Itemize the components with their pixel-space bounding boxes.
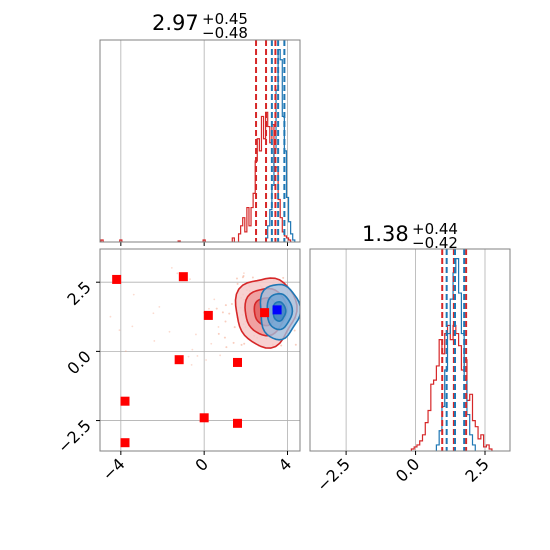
joint-sample-38 — [215, 307, 218, 310]
joint-marker-8 — [120, 438, 130, 448]
joint-sample-sparse-17 — [118, 329, 121, 332]
joint-sample-sparse-24 — [210, 342, 213, 345]
joint-ytick-label-0: −2.5 — [54, 416, 95, 457]
hist-y-xtick-label-1: 0.0 — [392, 454, 423, 485]
hist-y-xtick-label-2: 2.5 — [461, 454, 492, 485]
joint-xtick-label-1: 0 — [191, 454, 212, 475]
hist-y-x-ticks: −2.5 0.0 2.5 — [313, 451, 493, 495]
joint-sample-49 — [236, 282, 239, 285]
joint-sample-7 — [251, 276, 254, 279]
joint-sample-68 — [294, 343, 297, 346]
joint-sample-sparse-5 — [208, 307, 210, 310]
joint-sample-27 — [224, 320, 227, 323]
hist-y-title-value: 1.38 — [362, 222, 409, 246]
hist-x-grid — [120, 40, 288, 246]
joint-sample-65 — [303, 335, 305, 337]
joint-sample-sparse-27 — [109, 315, 112, 318]
joint-sample-sparse-12 — [243, 272, 245, 275]
joint-marker-10 — [272, 305, 282, 315]
hist-y-series-1 — [435, 258, 476, 451]
joint-sample-sparse-23 — [152, 312, 155, 315]
hist-x-series-1 — [265, 49, 296, 242]
joint-marker-6 — [199, 413, 209, 423]
hist-x-title-value: 2.97 — [152, 11, 199, 35]
joint-marker-4 — [233, 357, 242, 367]
joint-sample-sparse-18 — [170, 266, 173, 269]
hist-x-series-0 — [100, 111, 292, 242]
joint-sample-79 — [240, 343, 243, 346]
joint-marker-3 — [174, 355, 184, 365]
joint-sample-25 — [313, 284, 315, 286]
hist-y-title-lower: −0.42 — [412, 234, 458, 252]
joint-sample-sparse-11 — [176, 272, 179, 275]
joint-sample-60 — [241, 276, 244, 279]
hist-x-frame — [99, 39, 301, 243]
joint-sample-sparse-10 — [124, 350, 127, 353]
joint-sample-sparse-1 — [158, 306, 161, 308]
joint-sample-sparse-13 — [189, 278, 191, 281]
joint-frame — [99, 248, 301, 452]
joint-sample-sparse-21 — [191, 348, 194, 351]
joint-panel: −4 0 4 −2.5 0.0 2.5 — [54, 248, 315, 485]
joint-sample-11 — [293, 329, 296, 332]
hist-x-quantiles — [255, 40, 286, 242]
hist-x-title-upper: +0.45 — [202, 10, 248, 28]
hist-x-panel: 2.97 +0.45 −0.48 — [99, 10, 301, 246]
joint-sample-8 — [235, 277, 238, 280]
joint-sample-sparse-4 — [168, 330, 171, 333]
hist-x-title-lower: −0.48 — [202, 24, 248, 42]
joint-marker-0 — [112, 274, 122, 284]
hist-y-panel: −2.5 0.0 2.5 1.38 +0.44 −0.42 — [309, 220, 511, 495]
joint-sample-74 — [221, 311, 224, 314]
joint-sample-sparse-2 — [132, 293, 135, 296]
joint-sample-sparse-28 — [190, 363, 193, 366]
hist-y-series — [410, 258, 493, 451]
joint-sample-76 — [232, 341, 235, 344]
joint-sample-sparse-16 — [153, 340, 156, 342]
hist-y-grid — [345, 249, 486, 451]
joint-marker-5 — [120, 396, 130, 406]
joint-xtick-label-0: −4 — [99, 454, 129, 484]
joint-sample-85 — [306, 317, 308, 319]
joint-y-ticks: −2.5 0.0 2.5 — [54, 278, 100, 457]
hist-y-frame — [309, 248, 511, 452]
joint-x-ticks: −4 0 4 — [99, 451, 296, 485]
joint-sample-34 — [280, 344, 283, 347]
joint-sample-sparse-14 — [187, 355, 190, 358]
joint-sample-64 — [228, 312, 231, 315]
hist-y-xtick-label-0: −2.5 — [313, 454, 354, 495]
joint-sample-59 — [302, 287, 304, 289]
hist-x-series — [100, 49, 296, 242]
joint-ytick-label-1: 0.0 — [63, 347, 94, 378]
joint-xtick-label-2: 4 — [275, 454, 296, 475]
joint-marker-1 — [178, 272, 188, 282]
joint-sample-sparse-26 — [196, 355, 199, 357]
joint-sample-50 — [217, 332, 220, 335]
hist-y-title-upper: +0.44 — [412, 220, 458, 238]
joint-sample-sparse-20 — [205, 359, 208, 361]
joint-sample-sparse-9 — [217, 326, 220, 328]
joint-sample-30 — [224, 304, 227, 307]
joint-sample-87 — [282, 276, 285, 279]
joint-sample-43 — [225, 346, 228, 349]
joint-sample-sparse-25 — [213, 298, 216, 301]
joint-sample-81 — [233, 326, 236, 329]
joint-markers — [112, 272, 282, 448]
joint-ytick-label-2: 2.5 — [63, 278, 94, 309]
joint-marker-9 — [260, 308, 270, 318]
joint-marker-7 — [233, 418, 242, 428]
hist-y-series-0 — [410, 324, 493, 451]
joint-sample-86 — [223, 336, 226, 339]
joint-marker-2 — [203, 310, 213, 320]
joint-sample-18 — [243, 342, 246, 345]
joint-sample-sparse-29 — [219, 354, 222, 357]
joint-sample-sparse-22 — [195, 333, 197, 336]
joint-sample-51 — [230, 303, 233, 306]
hist-y-quantiles — [441, 249, 468, 451]
joint-sample-sparse-6 — [131, 325, 134, 328]
